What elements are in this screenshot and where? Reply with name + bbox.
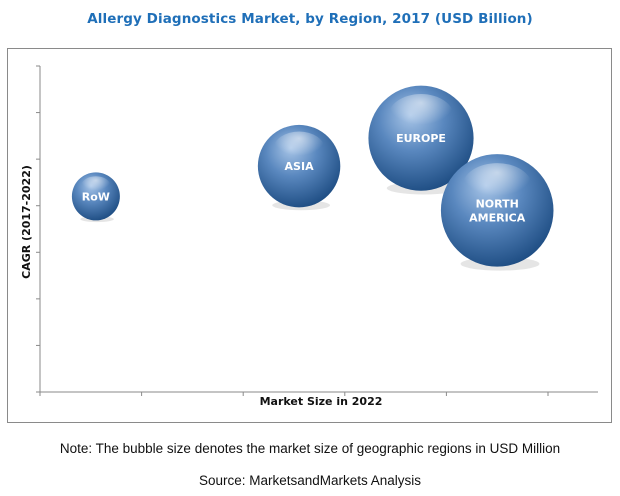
y-axis-label: CAGR (2017-2022) [20, 165, 33, 279]
plot-frame [7, 48, 612, 423]
bubble-highlight-asia [273, 131, 325, 167]
bubble-label-north-america: AMERICA [469, 211, 526, 224]
bubble-label-asia: ASIA [285, 160, 315, 173]
bubble-highlight-north-america [462, 163, 533, 211]
bubble-label-north-america: NORTH [476, 197, 519, 210]
axes-group [36, 65, 598, 396]
chart-note: Note: The bubble size denotes the market… [59, 441, 561, 456]
bubble-highlight-row [81, 176, 111, 197]
bubble-label-europe: EUROPE [396, 132, 446, 145]
chart-title: Allergy Diagnostics Market, by Region, 2… [87, 11, 533, 27]
bubble-highlight-europe [388, 94, 454, 139]
chart-source: Source: MarketsandMarkets Analysis [198, 473, 422, 488]
x-axis-label: Market Size in 2022 [260, 395, 383, 408]
bubble-label-row: RoW [82, 190, 110, 203]
